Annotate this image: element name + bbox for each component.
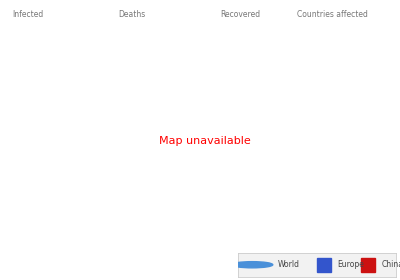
Text: Deaths: Deaths: [118, 10, 146, 19]
Bar: [317, 258, 331, 272]
Text: Europe: Europe: [338, 260, 364, 269]
Text: Countries affected: Countries affected: [296, 10, 368, 19]
Text: Map unavailable: Map unavailable: [159, 136, 251, 146]
Bar: [361, 258, 376, 272]
Text: Recovered: Recovered: [220, 10, 260, 19]
Text: World: World: [278, 260, 300, 269]
Text: Infected: Infected: [12, 10, 44, 19]
Text: China: China: [382, 260, 400, 269]
Circle shape: [232, 262, 273, 268]
